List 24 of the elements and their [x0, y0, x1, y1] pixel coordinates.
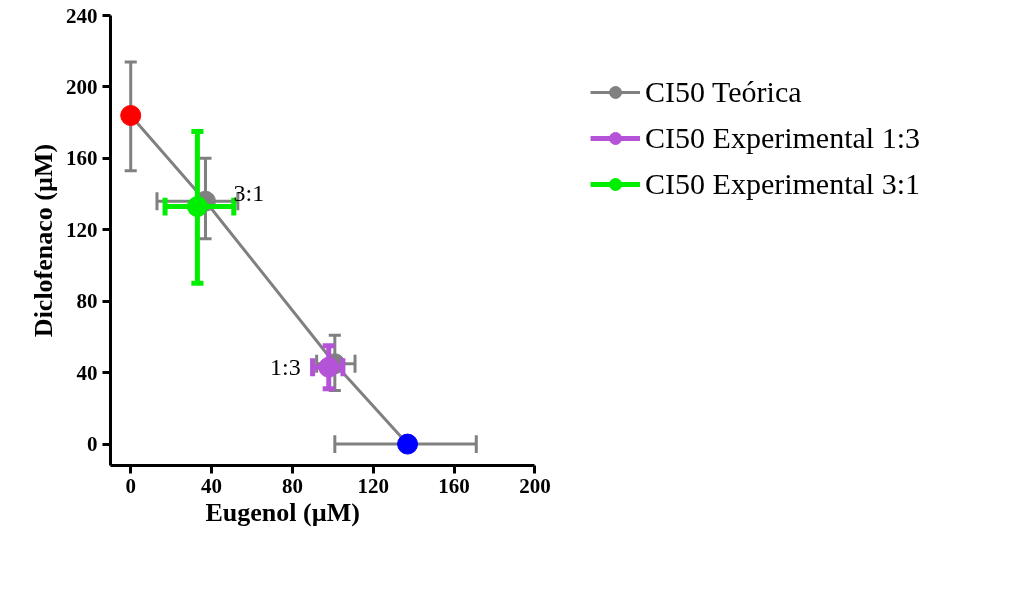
legend-label: CI50 Teórica [645, 75, 802, 109]
point [186, 196, 208, 218]
legend-label: CI50 Experimental 3:1 [645, 167, 920, 201]
y-tick-label: 40 [76, 360, 98, 385]
y-tick-label: 160 [66, 146, 98, 171]
point [120, 105, 142, 126]
y-tick-label: 0 [87, 432, 98, 457]
annotation: 3:1 [233, 180, 265, 207]
y-axis-title: Diclofenaco (µM) [29, 143, 58, 338]
x-tick-label: 160 [438, 473, 470, 498]
x-tick-label: 200 [519, 473, 551, 498]
x-tick-label: 0 [125, 473, 136, 498]
y-tick-label: 240 [66, 3, 98, 28]
x-tick-label: 40 [201, 473, 223, 498]
x-tick-label: 80 [281, 473, 303, 498]
legend-label: CI50 Experimental 1:3 [645, 121, 920, 155]
y-tick-label: 120 [66, 217, 98, 242]
annotation: 1:3 [270, 354, 301, 381]
point [397, 433, 419, 455]
x-axis-title: Eugenol (µM) [205, 497, 360, 527]
point [318, 356, 340, 378]
y-tick-label: 200 [66, 74, 98, 99]
y-tick-label: 80 [76, 289, 98, 314]
x-tick-label: 120 [357, 473, 389, 498]
